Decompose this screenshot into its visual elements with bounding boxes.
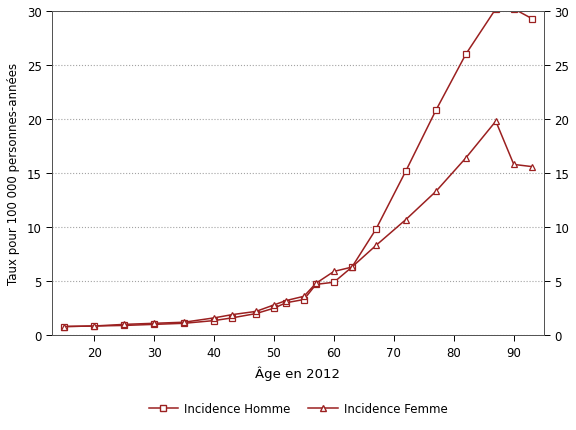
X-axis label: Âge en 2012: Âge en 2012 [256,366,340,380]
Legend: Incidence Homme, Incidence Femme: Incidence Homme, Incidence Femme [144,398,452,420]
Y-axis label: Taux pour 100 000 personnes-années: Taux pour 100 000 personnes-années [7,63,20,285]
